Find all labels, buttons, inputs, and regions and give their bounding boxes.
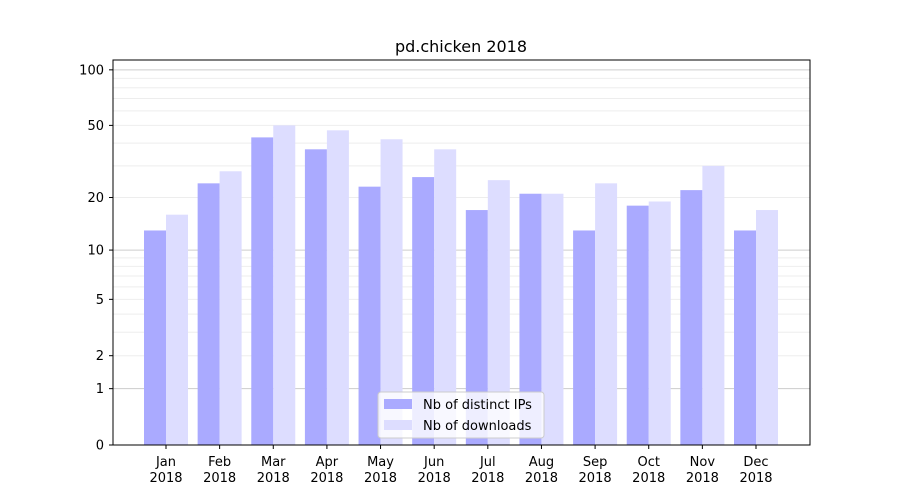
legend-swatch-ips	[384, 399, 412, 409]
bar-distinct-ips	[465, 210, 488, 445]
bar-downloads	[380, 139, 403, 445]
bar-downloads	[541, 193, 564, 445]
bar-downloads	[326, 130, 349, 445]
y-tick-label: 2	[96, 349, 104, 364]
bar-distinct-ips	[573, 230, 596, 445]
bar-distinct-ips	[304, 149, 327, 445]
x-tick-label: Nov 2018	[686, 455, 719, 486]
bar-distinct-ips	[197, 183, 220, 445]
bar-downloads	[595, 183, 618, 445]
y-tick-label: 20	[87, 191, 104, 206]
x-tick-label: Feb 2018	[203, 455, 236, 486]
x-tick-label: Apr 2018	[310, 455, 343, 486]
bar-downloads	[434, 149, 457, 445]
x-tick-label: Sep 2018	[579, 455, 612, 486]
bar-downloads	[487, 180, 510, 445]
legend-label-downloads: Nb of downloads	[423, 419, 532, 434]
axes-frame	[112, 59, 811, 446]
y-tick-label: 5	[96, 293, 104, 308]
chart-title: pd.chicken 2018	[395, 37, 527, 56]
x-axis: Jan 2018 Feb 2018 Mar 2018 Apr 2018 May 2018 Jun 20…	[149, 445, 773, 486]
x-tick-label: Jan 2018	[149, 455, 182, 486]
y-tick-label: 10	[87, 244, 104, 259]
bar-downloads	[756, 210, 778, 445]
bar-distinct-ips	[358, 186, 381, 446]
bar-distinct-ips	[519, 193, 542, 445]
bar-distinct-ips	[734, 230, 756, 445]
x-tick-label: Jul 2018	[471, 455, 504, 486]
x-tick-label: Oct 2018	[632, 455, 665, 486]
x-tick-label: Dec 2018	[739, 455, 772, 486]
legend-label-ips: Nb of distinct IPs	[423, 398, 532, 413]
bar-downloads	[702, 165, 725, 445]
y-tick-label: 50	[87, 119, 104, 134]
bar-distinct-ips	[626, 205, 649, 445]
bar-downloads	[648, 201, 671, 445]
bar-downloads	[219, 171, 242, 445]
y-tick-label: 1	[96, 382, 104, 397]
bar-distinct-ips	[251, 137, 274, 445]
bar-downloads	[166, 214, 188, 445]
x-tick-label: Jun 2018	[418, 455, 451, 486]
y-axis: 0 1 2 5 10 20 50 100	[79, 63, 113, 454]
legend-box	[377, 391, 545, 439]
bar-downloads	[273, 125, 296, 445]
legend: Nb of distinct IPs Nb of downloads	[377, 391, 545, 439]
bar-distinct-ips	[680, 190, 703, 445]
bar-distinct-ips	[412, 177, 435, 445]
y-tick-label: 0	[96, 439, 104, 454]
bar-distinct-ips	[144, 230, 166, 445]
x-tick-label: Mar 2018	[257, 455, 290, 486]
bars	[144, 125, 778, 446]
x-tick-label: May 2018	[364, 455, 397, 486]
x-tick-label: Aug 2018	[525, 455, 558, 486]
y-tick-label: 100	[79, 63, 104, 78]
legend-swatch-downloads	[384, 420, 412, 430]
